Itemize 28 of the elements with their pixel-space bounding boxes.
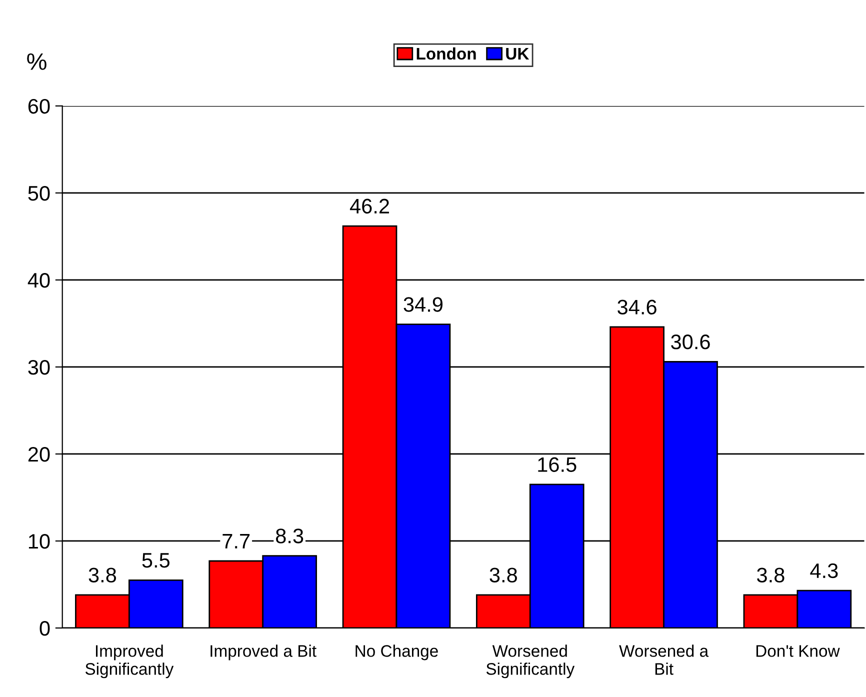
- x-tick-label: Worsened Significantly: [486, 644, 575, 678]
- data-label: 7.7: [222, 534, 250, 548]
- legend-label: London: [416, 47, 476, 60]
- y-tick-label: 0: [40, 621, 50, 636]
- x-tick-label: Worsened a Bit: [619, 644, 709, 675]
- data-label: 46.2: [350, 198, 389, 214]
- data-label: 4.3: [810, 563, 838, 578]
- data-label: 8.3: [276, 528, 304, 544]
- y-tick-label: 40: [28, 272, 50, 288]
- x-tick-label: No Change: [356, 644, 438, 660]
- y-tick-label: 10: [28, 534, 50, 549]
- data-label: 16.5: [538, 457, 576, 472]
- y-axis-title: %: [27, 53, 46, 70]
- data-label: 3.8: [490, 568, 517, 582]
- x-tick-label: Improved a Bit: [210, 644, 316, 660]
- y-tick-label: 60: [28, 98, 50, 114]
- data-label: 3.8: [88, 568, 116, 582]
- y-tick-label: 30: [28, 360, 50, 375]
- y-tick-label: 50: [28, 186, 50, 201]
- data-label: 34.9: [404, 297, 443, 312]
- legend-label: UK: [506, 48, 530, 60]
- y-tick-label: 20: [28, 446, 50, 462]
- data-label: 34.6: [618, 300, 656, 314]
- data-label: 5.5: [142, 553, 170, 568]
- x-tick-label: Improved Significantly: [85, 644, 174, 678]
- data-label: 30.6: [671, 334, 710, 350]
- x-tick-label: Don't Know: [756, 645, 840, 657]
- data-label: 3.8: [757, 568, 784, 582]
